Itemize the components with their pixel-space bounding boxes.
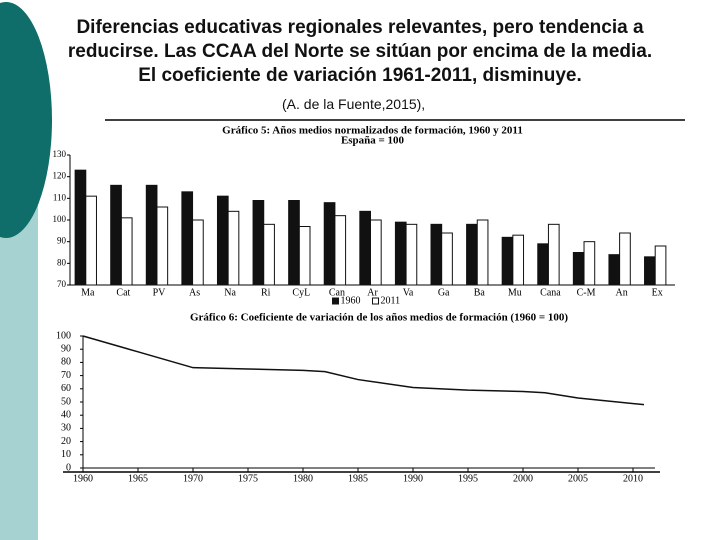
y-tick-label: 120 <box>53 171 67 181</box>
bar <box>145 184 158 286</box>
title-line: Diferencias educativas regionales releva… <box>76 17 644 38</box>
x-tick-label: 1985 <box>348 473 368 484</box>
x-tick-label: Mu <box>508 287 522 298</box>
bar <box>430 223 443 286</box>
x-tick-label: C-M <box>577 287 596 298</box>
bar <box>370 219 382 286</box>
x-tick-label: CyL <box>292 287 310 298</box>
bar <box>216 195 229 286</box>
bar <box>359 210 371 286</box>
y-tick-label: 130 <box>53 149 67 159</box>
y-tick-label: 80 <box>57 257 67 267</box>
bar <box>501 236 514 286</box>
bar <box>85 195 97 286</box>
side-circle <box>0 2 52 238</box>
bar <box>466 223 478 286</box>
x-tick-label: Va <box>403 287 414 298</box>
x-tick-label: Can <box>329 287 345 298</box>
bar <box>537 243 549 286</box>
bar <box>227 210 240 286</box>
bar <box>156 206 169 286</box>
line <box>82 335 645 406</box>
bar <box>110 184 122 286</box>
bar <box>263 223 275 286</box>
x-tick-label: As <box>189 287 200 298</box>
bar <box>572 252 585 286</box>
bar <box>192 219 204 286</box>
x-tick-label: 1965 <box>128 473 148 484</box>
bar <box>476 219 489 286</box>
title-line: El coeficiente de variación 1961-2011, d… <box>138 65 582 86</box>
x-tick-label: Ma <box>81 287 95 298</box>
y-tick-label: 50 <box>61 396 71 407</box>
x-tick-label: An <box>616 287 628 298</box>
bar <box>608 254 621 286</box>
bar <box>74 169 87 286</box>
y-tick-label: 0 <box>66 462 71 473</box>
x-tick-label: 2005 <box>568 473 588 484</box>
y-tick-label: 60 <box>61 383 71 394</box>
bar <box>441 232 453 286</box>
bar <box>644 256 656 286</box>
bar <box>619 232 631 286</box>
bar <box>583 241 596 286</box>
x-tick-label: 1990 <box>403 473 423 484</box>
title-line: reducirse. Las CCAA del Norte se sitúan … <box>67 41 653 62</box>
x-tick-label: 1995 <box>458 473 478 484</box>
x-tick-label: Na <box>224 287 236 298</box>
y-tick-label: 70 <box>61 370 71 381</box>
y-tick-label: 10 <box>61 449 71 460</box>
x-tick-label: 2010 <box>623 473 643 484</box>
legend-swatch <box>332 297 339 305</box>
x-tick-label: Cana <box>540 287 561 298</box>
x-tick-label: Ba <box>474 287 486 298</box>
bar <box>288 200 300 286</box>
bar <box>394 221 407 286</box>
bar <box>298 226 311 286</box>
bar <box>547 223 560 286</box>
y-tick-label: 90 <box>61 343 71 354</box>
chart-subtitle: España = 100 <box>341 135 405 147</box>
x-tick-label: 1960 <box>73 473 93 484</box>
y-tick-label: 100 <box>53 214 67 224</box>
bar <box>334 215 347 286</box>
bar <box>654 245 667 286</box>
x-tick-label: 1970 <box>183 473 203 484</box>
x-tick-label: 1980 <box>293 473 313 484</box>
legend-swatch <box>372 297 379 305</box>
source: (A. de la Fuente,2015), <box>282 96 426 112</box>
x-tick-label: PV <box>153 287 167 298</box>
y-tick-label: 100 <box>56 330 71 341</box>
x-tick-label: 1975 <box>238 473 258 484</box>
bar <box>252 200 265 286</box>
chart-title: Gráfico 6: Coeficiente de variación de l… <box>190 312 568 324</box>
y-tick-label: 90 <box>57 236 67 246</box>
x-tick-label: Ga <box>438 287 450 298</box>
y-tick-label: 70 <box>57 279 67 289</box>
bar <box>323 202 336 286</box>
y-tick-label: 110 <box>53 192 67 202</box>
bar <box>512 234 525 286</box>
x-tick-label: Cat <box>116 287 130 298</box>
x-tick-label: Ex <box>652 287 663 298</box>
y-tick-label: 40 <box>61 409 71 420</box>
bar <box>120 217 133 286</box>
x-tick-label: Ar <box>367 287 378 298</box>
x-tick-label: 2000 <box>513 473 533 484</box>
legend-label: 2011 <box>381 295 401 306</box>
chart-title: Gráfico 5: Años medios normalizados de f… <box>222 125 523 137</box>
legend-label: 1960 <box>341 295 361 306</box>
bar <box>181 191 194 286</box>
slide-title: Diferencias educativas regionales releva… <box>40 16 680 88</box>
y-tick-label: 80 <box>61 357 71 368</box>
x-tick-label: Ri <box>261 287 271 298</box>
y-tick-label: 30 <box>61 423 71 434</box>
y-tick-label: 20 <box>61 436 71 447</box>
bar <box>405 223 418 286</box>
